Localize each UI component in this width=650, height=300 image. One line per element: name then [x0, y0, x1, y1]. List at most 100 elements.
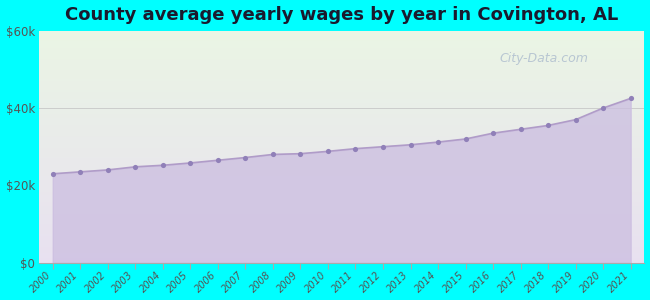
Bar	[39, 214, 644, 215]
Bar	[39, 88, 644, 89]
Bar	[39, 191, 644, 192]
Bar	[39, 125, 644, 126]
Bar	[39, 170, 644, 171]
Bar	[39, 193, 644, 194]
Point	[433, 140, 443, 145]
Bar	[39, 167, 644, 168]
Bar	[39, 200, 644, 201]
Bar	[39, 205, 644, 206]
Bar	[39, 168, 644, 169]
Bar	[39, 187, 644, 188]
Bar	[39, 75, 644, 76]
Bar	[39, 156, 644, 157]
Bar	[39, 80, 644, 81]
Bar	[39, 53, 644, 54]
Bar	[39, 33, 644, 34]
Bar	[39, 38, 644, 39]
Bar	[39, 91, 644, 92]
Bar	[39, 63, 644, 64]
Point	[625, 96, 636, 101]
Bar	[39, 154, 644, 155]
Bar	[39, 196, 644, 198]
Bar	[39, 190, 644, 191]
Bar	[39, 126, 644, 127]
Bar	[39, 47, 644, 48]
Point	[130, 164, 140, 169]
Bar	[39, 215, 644, 216]
Bar	[39, 32, 644, 33]
Bar	[39, 62, 644, 63]
Bar	[39, 227, 644, 228]
Bar	[39, 158, 644, 160]
Bar	[39, 179, 644, 180]
Bar	[39, 31, 644, 32]
Bar	[39, 245, 644, 247]
Bar	[39, 231, 644, 232]
Bar	[39, 238, 644, 239]
Bar	[39, 140, 644, 141]
Bar	[39, 247, 644, 248]
Bar	[39, 143, 644, 144]
Bar	[39, 45, 644, 46]
Bar	[39, 248, 644, 249]
Bar	[39, 208, 644, 209]
Bar	[39, 111, 644, 112]
Bar	[39, 230, 644, 231]
Bar	[39, 40, 644, 41]
Bar	[39, 101, 644, 103]
Bar	[39, 223, 644, 224]
Bar	[39, 157, 644, 158]
Bar	[39, 42, 644, 44]
Bar	[39, 61, 644, 62]
Bar	[39, 144, 644, 145]
Bar	[39, 65, 644, 67]
Bar	[39, 133, 644, 134]
Bar	[39, 49, 644, 50]
Bar	[39, 54, 644, 55]
Bar	[39, 93, 644, 94]
Point	[295, 151, 306, 156]
Point	[460, 136, 471, 141]
Bar	[39, 137, 644, 139]
Bar	[39, 244, 644, 245]
Bar	[39, 251, 644, 252]
Bar	[39, 82, 644, 83]
Bar	[39, 218, 644, 219]
Bar	[39, 122, 644, 124]
Bar	[39, 60, 644, 61]
Bar	[39, 94, 644, 96]
Bar	[39, 229, 644, 230]
Bar	[39, 250, 644, 251]
Bar	[39, 192, 644, 193]
Bar	[39, 195, 644, 196]
Point	[571, 117, 581, 122]
Bar	[39, 68, 644, 69]
Bar	[39, 149, 644, 150]
Point	[406, 142, 416, 147]
Point	[185, 160, 196, 165]
Bar	[39, 147, 644, 148]
Bar	[39, 89, 644, 90]
Bar	[39, 152, 644, 154]
Bar	[39, 257, 644, 258]
Bar	[39, 262, 644, 263]
Bar	[39, 141, 644, 142]
Bar	[39, 202, 644, 204]
Bar	[39, 207, 644, 208]
Bar	[39, 132, 644, 133]
Bar	[39, 220, 644, 221]
Bar	[39, 85, 644, 86]
Bar	[39, 160, 644, 161]
Bar	[39, 241, 644, 242]
Bar	[39, 150, 644, 152]
Point	[323, 149, 333, 154]
Bar	[39, 108, 644, 110]
Bar	[39, 194, 644, 195]
Bar	[39, 118, 644, 119]
Bar	[39, 142, 644, 143]
Bar	[39, 86, 644, 88]
Text: City-Data.com: City-Data.com	[499, 52, 588, 65]
Bar	[39, 163, 644, 164]
Point	[157, 163, 168, 168]
Bar	[39, 186, 644, 187]
